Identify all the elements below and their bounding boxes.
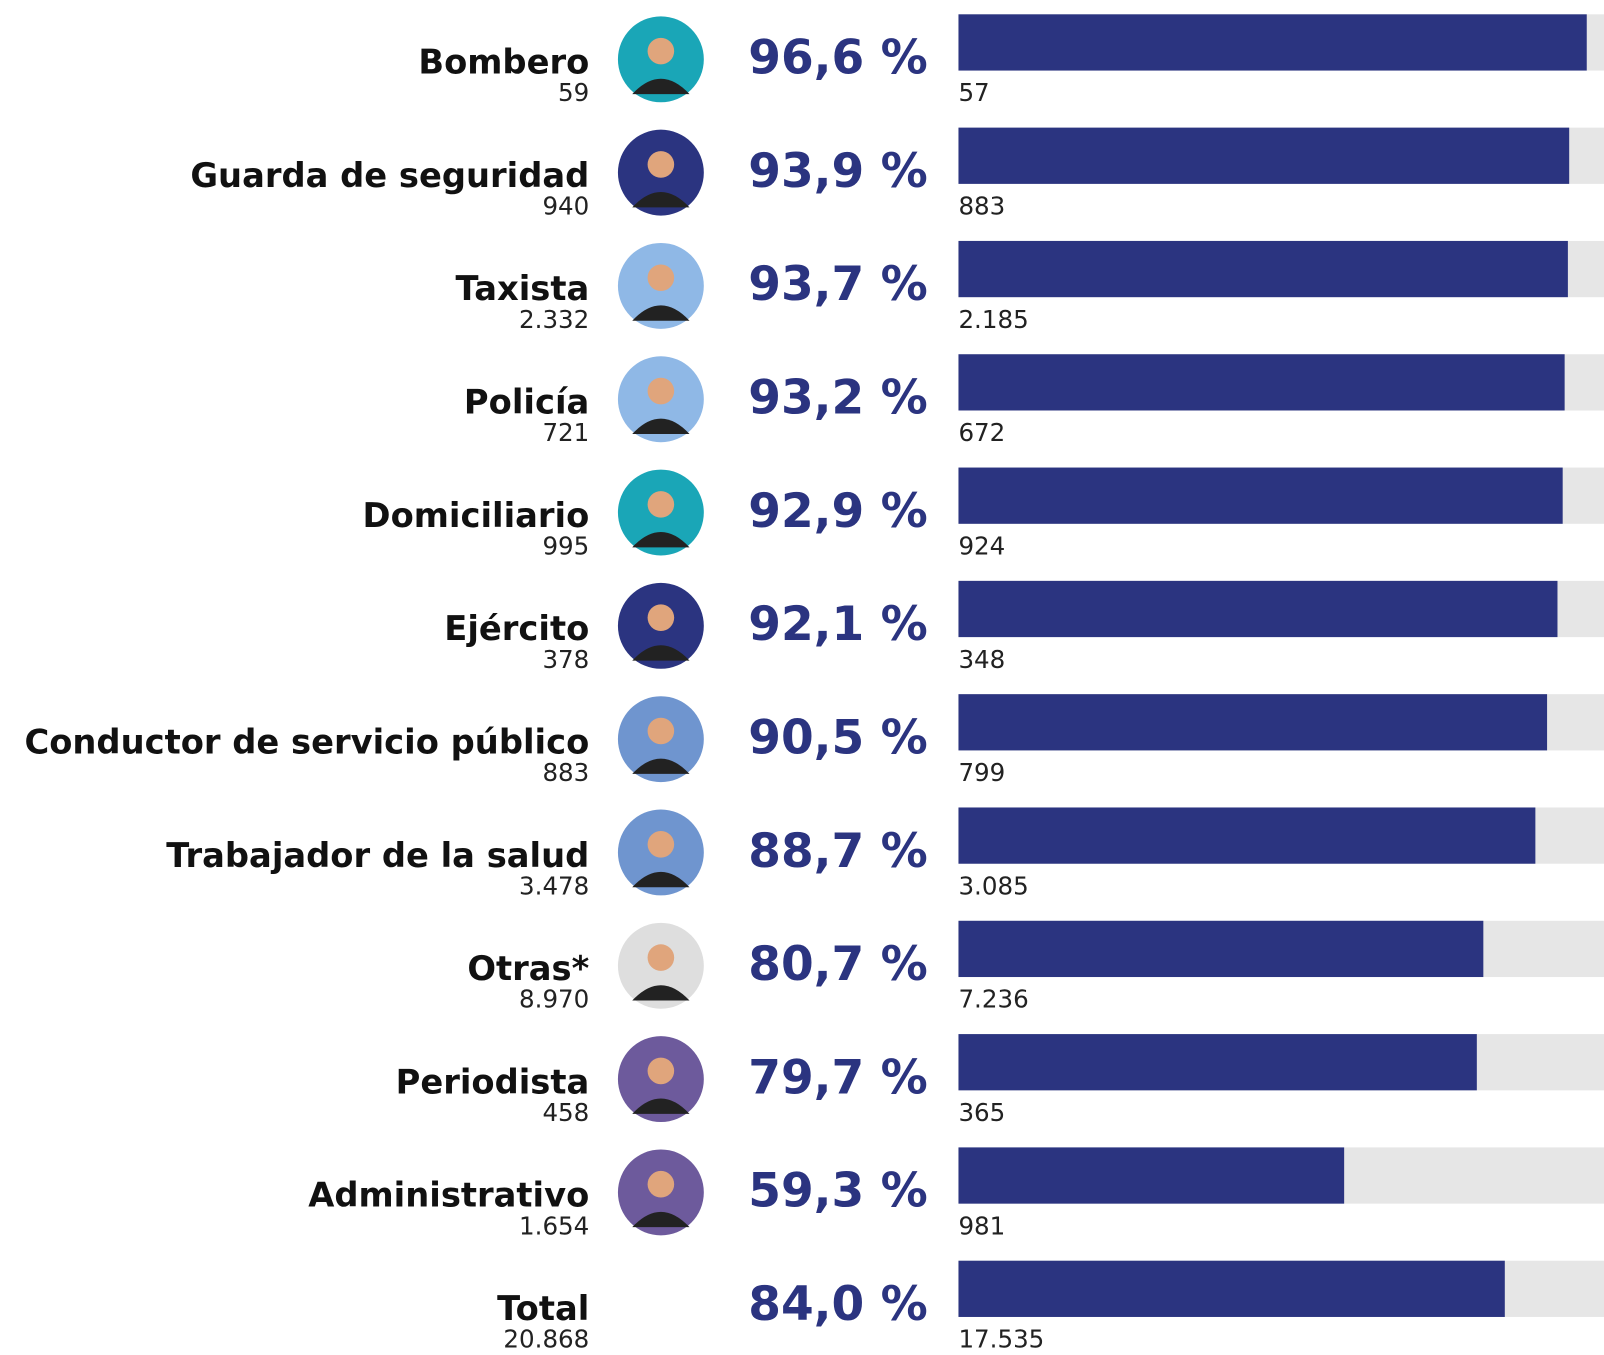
category-name: Conductor de servicio público xyxy=(24,722,589,761)
category-name: Domiciliario xyxy=(363,496,590,535)
total-label: 1.654 xyxy=(519,1211,589,1240)
category-name: Ejército xyxy=(444,609,589,648)
count-label: 981 xyxy=(958,1211,1005,1240)
count-label: 57 xyxy=(958,78,989,107)
total-label: 995 xyxy=(542,531,589,560)
bar xyxy=(958,127,1570,184)
bar xyxy=(958,1034,1477,1091)
bar xyxy=(958,580,1558,638)
category-name: Bombero xyxy=(418,43,589,82)
category-name: Total xyxy=(497,1289,589,1328)
percent-label: 92,1 % xyxy=(748,597,928,652)
count-label: 672 xyxy=(958,418,1005,447)
avatar-head xyxy=(647,37,675,65)
avatar-body xyxy=(632,758,690,774)
bar xyxy=(958,694,1548,751)
avatar-head xyxy=(647,377,675,405)
avatar-head xyxy=(647,717,675,745)
avatar-body xyxy=(632,1211,690,1228)
bar xyxy=(958,807,1536,864)
total-label: 458 xyxy=(542,1098,589,1127)
percent-label: 80,7 % xyxy=(748,937,928,992)
avatar-head xyxy=(647,1170,675,1198)
avatar-head xyxy=(647,1057,675,1085)
avatar-head xyxy=(647,830,675,858)
avatar-body xyxy=(632,305,690,321)
count-label: 883 xyxy=(958,192,1005,221)
avatar-body xyxy=(632,531,690,548)
percent-label: 93,7 % xyxy=(748,257,928,312)
total-label: 883 xyxy=(542,758,589,787)
count-label: 924 xyxy=(958,531,1005,560)
category-name: Policía xyxy=(464,383,589,422)
total-label: 2.332 xyxy=(519,305,589,334)
total-label: 20.868 xyxy=(503,1325,589,1354)
count-label: 7.236 xyxy=(958,985,1028,1014)
percent-label: 93,2 % xyxy=(748,371,928,426)
bar xyxy=(958,240,1568,298)
category-name: Periodista xyxy=(396,1062,590,1101)
percent-label: 90,5 % xyxy=(748,710,928,765)
percent-label: 96,6 % xyxy=(748,31,928,86)
bar xyxy=(958,1260,1505,1317)
avatar-body xyxy=(632,985,690,1001)
count-label: 365 xyxy=(958,1098,1005,1127)
avatar-head xyxy=(647,944,675,971)
avatar-head xyxy=(647,151,675,178)
count-label: 3.085 xyxy=(958,871,1028,900)
category-name: Otras* xyxy=(467,949,589,988)
avatar-body xyxy=(632,418,690,435)
avatar-body xyxy=(632,645,690,661)
avatar-head xyxy=(647,491,675,518)
total-label: 721 xyxy=(542,418,589,447)
count-label: 799 xyxy=(958,758,1005,787)
total-label: 59 xyxy=(558,78,589,107)
avatar-body xyxy=(632,192,690,208)
percent-label: 84,0 % xyxy=(748,1277,928,1332)
percent-label: 59,3 % xyxy=(748,1164,928,1219)
avatar-head xyxy=(647,264,675,292)
percent-label: 93,9 % xyxy=(748,144,928,199)
category-name: Guarda de seguridad xyxy=(190,156,589,195)
avatar-head xyxy=(647,604,675,631)
category-name: Trabajador de la salud xyxy=(166,836,589,875)
total-label: 940 xyxy=(542,192,589,221)
total-label: 8.970 xyxy=(519,985,589,1014)
bar xyxy=(958,354,1565,411)
bar xyxy=(958,920,1484,978)
count-label: 17.535 xyxy=(958,1325,1044,1354)
percent-label: 79,7 % xyxy=(748,1050,928,1105)
category-name: Administrativo xyxy=(308,1176,589,1215)
avatar-body xyxy=(632,1098,690,1114)
bar xyxy=(958,467,1563,524)
count-label: 348 xyxy=(958,645,1005,674)
count-label: 2.185 xyxy=(958,305,1028,334)
avatar-body xyxy=(632,78,690,95)
avatar-body xyxy=(632,871,690,888)
percent-label: 88,7 % xyxy=(748,824,928,879)
total-label: 378 xyxy=(542,645,589,674)
category-name: Taxista xyxy=(456,269,590,308)
bar xyxy=(958,14,1587,71)
bar xyxy=(958,1147,1345,1204)
percent-label: 92,9 % xyxy=(748,484,928,539)
total-label: 3.478 xyxy=(519,871,589,900)
